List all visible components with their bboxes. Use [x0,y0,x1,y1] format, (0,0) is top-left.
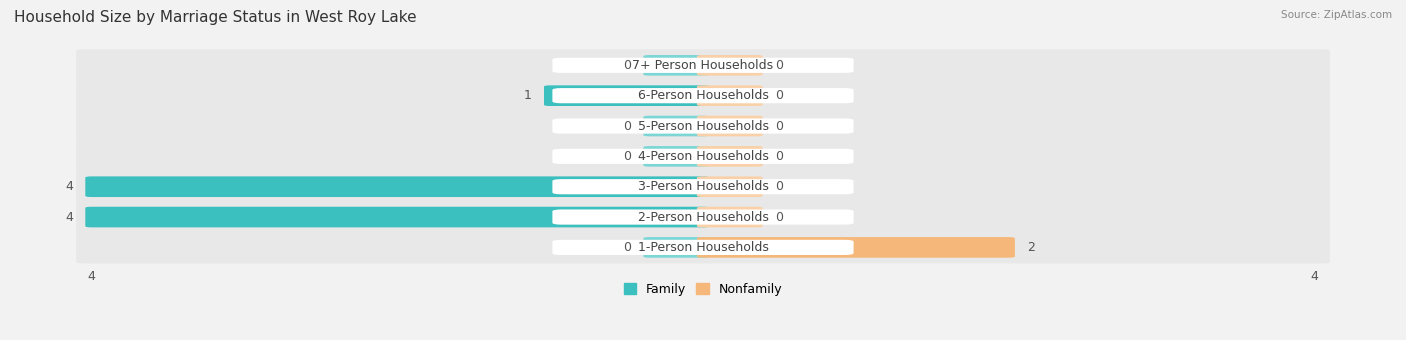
Text: 4-Person Households: 4-Person Households [637,150,769,163]
Legend: Family, Nonfamily: Family, Nonfamily [619,278,787,301]
Text: 1-Person Households: 1-Person Households [637,241,769,254]
FancyBboxPatch shape [553,240,853,255]
FancyBboxPatch shape [697,176,762,197]
FancyBboxPatch shape [644,237,709,258]
FancyBboxPatch shape [553,58,853,73]
Text: Source: ZipAtlas.com: Source: ZipAtlas.com [1281,10,1392,20]
FancyBboxPatch shape [76,231,1330,264]
FancyBboxPatch shape [697,237,1015,258]
FancyBboxPatch shape [644,146,709,167]
FancyBboxPatch shape [76,80,1330,112]
FancyBboxPatch shape [697,116,762,136]
FancyBboxPatch shape [76,171,1330,203]
Text: 2-Person Households: 2-Person Households [637,210,769,224]
Text: 0: 0 [775,120,783,133]
FancyBboxPatch shape [76,201,1330,233]
Text: 2: 2 [1028,241,1035,254]
Text: 3-Person Households: 3-Person Households [637,180,769,193]
Text: 0: 0 [775,180,783,193]
Text: 0: 0 [775,210,783,224]
FancyBboxPatch shape [553,179,853,194]
Text: 4: 4 [65,210,73,224]
FancyBboxPatch shape [86,207,709,227]
FancyBboxPatch shape [553,88,853,103]
FancyBboxPatch shape [553,118,853,134]
Text: 0: 0 [623,150,631,163]
Text: 4: 4 [1310,270,1319,283]
FancyBboxPatch shape [86,176,709,197]
FancyBboxPatch shape [644,55,709,75]
Text: 0: 0 [775,150,783,163]
FancyBboxPatch shape [553,209,853,225]
FancyBboxPatch shape [553,149,853,164]
Text: 0: 0 [623,59,631,72]
Text: 1: 1 [524,89,531,102]
Text: 4: 4 [65,180,73,193]
FancyBboxPatch shape [76,140,1330,172]
Text: 4: 4 [87,270,96,283]
Text: 6-Person Households: 6-Person Households [637,89,769,102]
FancyBboxPatch shape [697,55,762,75]
Text: 0: 0 [775,59,783,72]
FancyBboxPatch shape [697,146,762,167]
Text: 5-Person Households: 5-Person Households [637,120,769,133]
Text: 0: 0 [775,89,783,102]
FancyBboxPatch shape [644,116,709,136]
FancyBboxPatch shape [697,85,762,106]
FancyBboxPatch shape [76,49,1330,81]
Text: 7+ Person Households: 7+ Person Households [633,59,773,72]
FancyBboxPatch shape [697,207,762,227]
Text: Household Size by Marriage Status in West Roy Lake: Household Size by Marriage Status in Wes… [14,10,416,25]
Text: 0: 0 [623,120,631,133]
Text: 0: 0 [623,241,631,254]
FancyBboxPatch shape [76,110,1330,142]
FancyBboxPatch shape [544,85,709,106]
